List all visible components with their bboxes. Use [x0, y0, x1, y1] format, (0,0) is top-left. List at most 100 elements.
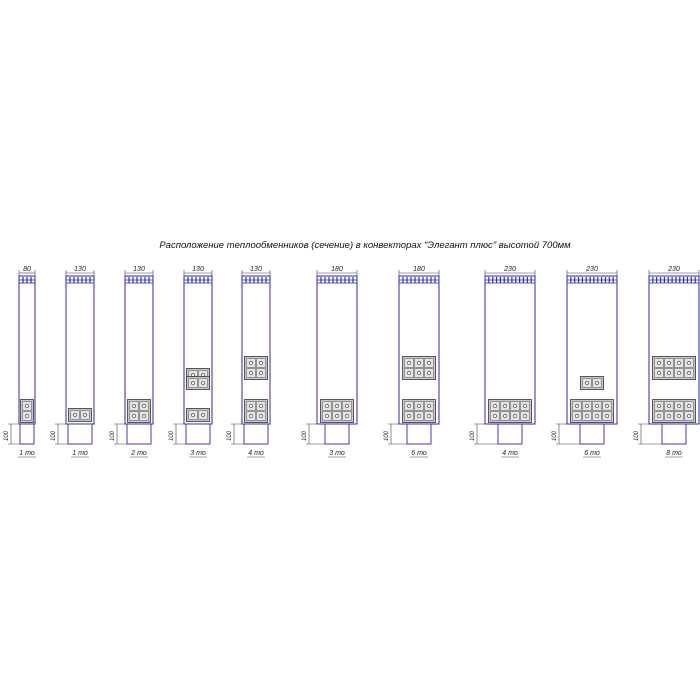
height-dimension-label: 100 [634, 430, 640, 441]
tube-icon [595, 414, 599, 418]
heat-exchanger-module [127, 399, 151, 423]
tube-icon [667, 404, 671, 408]
diagram-title: Расположение теплообменников (сечение) в… [159, 240, 571, 251]
tube-icon [407, 404, 411, 408]
height-dimension-label: 100 [302, 430, 308, 441]
tube-icon [142, 414, 146, 418]
tube-icon [407, 371, 411, 375]
tube-icon [493, 414, 497, 418]
width-dimension-label: 80 [23, 266, 31, 273]
heat-exchanger-module [402, 356, 436, 380]
tube-icon [407, 414, 411, 418]
tube-icon [407, 361, 411, 365]
convector-base [19, 423, 35, 445]
tube-icon [345, 404, 349, 408]
tube-icon [335, 404, 339, 408]
convector-base [243, 423, 269, 445]
exchanger-count-caption: 6 то [584, 450, 600, 457]
tube-icon [605, 414, 609, 418]
exchanger-count-caption: 1 то [72, 450, 88, 457]
exchanger-count-caption: 6 то [411, 450, 427, 457]
tube-icon [201, 381, 205, 385]
exchanger-count-caption: 3 то [329, 450, 345, 457]
convector-section-2: 130 100 1 то [51, 266, 95, 458]
exchanger-count-caption: 8 то [666, 450, 682, 457]
exchanger-count-caption: 2 то [130, 450, 147, 457]
tube-icon [657, 414, 661, 418]
convector-section-3: 130 100 2 то [110, 266, 154, 458]
height-dimension-label: 100 [470, 430, 476, 441]
tube-icon [687, 361, 691, 365]
tube-icon [249, 371, 253, 375]
tube-icon [493, 404, 497, 408]
convector-base [497, 423, 523, 445]
tube-icon [677, 361, 681, 365]
tube-icon [249, 404, 253, 408]
tube-icon [657, 371, 661, 375]
tube-icon [677, 404, 681, 408]
width-dimension-label: 180 [331, 266, 343, 273]
height-dimension-label: 100 [51, 430, 57, 441]
tube-icon [513, 404, 517, 408]
convector-base [661, 423, 687, 445]
tube-icon [667, 361, 671, 365]
tube-icon [259, 404, 263, 408]
tube-icon [142, 404, 146, 408]
tube-icon [417, 371, 421, 375]
heat-exchanger-module [580, 376, 604, 390]
tube-icon [259, 414, 263, 418]
exchanger-count-caption: 4 то [502, 450, 518, 457]
tube-icon [585, 414, 589, 418]
width-dimension-label: 180 [413, 266, 425, 273]
convector-section-4: 130 100 3 то [169, 266, 213, 458]
tube-icon [325, 404, 329, 408]
tube-icon [503, 414, 507, 418]
tube-icon [575, 404, 579, 408]
height-dimension-label: 100 [384, 430, 390, 441]
tube-icon [427, 404, 431, 408]
height-dimension-label: 100 [4, 430, 10, 441]
tube-icon [677, 414, 681, 418]
width-dimension-label: 130 [250, 266, 262, 273]
tube-icon [513, 414, 517, 418]
heat-exchanger-module [320, 399, 354, 423]
tube-icon [575, 414, 579, 418]
tube-icon [201, 413, 205, 417]
tube-icon [503, 404, 507, 408]
heat-exchanger-module [652, 399, 696, 423]
convector-base [126, 423, 152, 445]
width-dimension-label: 230 [585, 266, 598, 273]
convector-section-1: 80 100 1 то [4, 266, 36, 458]
convector-section-5: 130 100 4 то [227, 266, 271, 458]
convector-base [185, 423, 211, 445]
tube-icon [605, 404, 609, 408]
tube-icon [427, 414, 431, 418]
convector-base [406, 423, 432, 445]
tube-icon [585, 404, 589, 408]
heat-exchanger-module [652, 356, 696, 380]
tube-icon [667, 371, 671, 375]
tube-icon [657, 361, 661, 365]
width-dimension-label: 230 [503, 266, 516, 273]
exchanger-count-caption: 1 то [19, 450, 35, 457]
convector-housing [65, 275, 95, 425]
heat-exchanger-module [186, 408, 210, 422]
convector-section-7: 180 100 6 то [384, 266, 440, 458]
tube-icon [595, 404, 599, 408]
tube-icon [25, 414, 29, 418]
tube-icon [687, 371, 691, 375]
heat-exchanger-module [402, 399, 436, 423]
width-dimension-label: 230 [667, 266, 680, 273]
convector-base [324, 423, 350, 445]
heat-exchanger-module [488, 399, 532, 423]
tube-icon [25, 404, 29, 408]
width-dimension-label: 130 [74, 266, 86, 273]
tube-icon [417, 361, 421, 365]
heat-exchanger-module [570, 399, 614, 423]
tube-icon [417, 404, 421, 408]
tube-icon [191, 381, 195, 385]
tube-icon [523, 414, 527, 418]
width-dimension-label: 130 [192, 266, 204, 273]
height-dimension-label: 100 [169, 430, 175, 441]
